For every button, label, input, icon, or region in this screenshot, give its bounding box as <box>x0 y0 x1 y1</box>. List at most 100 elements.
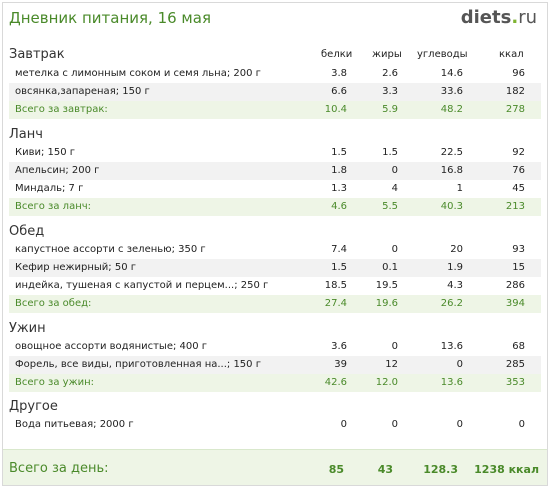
fat-value: 4 <box>391 183 398 194</box>
protein-value: 1.8 <box>331 165 347 176</box>
food-name: метелка с лимонным соком и семя льна; 20… <box>15 68 261 79</box>
protein-value: 42.6 <box>324 377 347 388</box>
column-header-kcal: ккал <box>499 49 524 60</box>
total-label: Всего за ужин: <box>15 377 95 388</box>
kcal-value: 93 <box>512 244 525 255</box>
carbs-value: 0 <box>456 359 463 370</box>
food-name: Форель, все виды, приготовленная на...; … <box>15 359 261 370</box>
food-row: Киви; 150 г 1.5 1.5 22.5 92 <box>9 144 541 162</box>
food-row: метелка с лимонным соком и семя льна; 20… <box>9 65 541 83</box>
fat-value: 0 <box>391 244 398 255</box>
day-carbs-value: 128.3 <box>423 463 458 476</box>
protein-value: 4.6 <box>331 201 347 212</box>
fat-value: 3.3 <box>382 86 398 97</box>
kcal-value: 286 <box>505 280 525 291</box>
section-title-breakfast: Завтрак <box>9 47 65 62</box>
total-label: Всего за завтрак: <box>15 104 108 115</box>
protein-value: 6.6 <box>331 86 347 97</box>
fat-value: 1.5 <box>382 147 398 158</box>
total-label: Всего за ланч: <box>15 201 92 212</box>
carbs-value: 1 <box>456 183 463 194</box>
kcal-value: 182 <box>505 86 525 97</box>
food-name: Апельсин; 200 г <box>15 165 100 176</box>
food-name: Миндаль; 7 г <box>15 183 84 194</box>
kcal-value: 45 <box>512 183 525 194</box>
food-row: Форель, все виды, приготовленная на...; … <box>9 356 541 374</box>
carbs-value: 0 <box>456 419 463 430</box>
food-row: Кефир нежирный; 50 г 1.5 0.1 1.9 15 <box>9 259 541 277</box>
food-row: капустное ассорти с зеленью; 350 г 7.4 0… <box>9 241 541 259</box>
kcal-value: 213 <box>505 201 525 212</box>
kcal-value: 68 <box>512 341 525 352</box>
logo-main: diets <box>460 7 512 28</box>
carbs-value: 16.8 <box>440 165 463 176</box>
fat-value: 19.6 <box>375 298 398 309</box>
kcal-value: 285 <box>505 359 525 370</box>
protein-value: 10.4 <box>324 104 347 115</box>
column-header-fat: жиры <box>372 49 402 60</box>
day-total-label: Всего за день: <box>9 461 109 476</box>
carbs-value: 40.3 <box>440 201 463 212</box>
page-title: Дневник питания, 16 мая <box>9 9 211 27</box>
logo-dot: . <box>511 7 519 28</box>
carbs-value: 48.2 <box>440 104 463 115</box>
fat-value: 5.9 <box>382 104 398 115</box>
fat-value: 0 <box>391 341 398 352</box>
protein-value: 1.5 <box>331 262 347 273</box>
column-header-protein: белки <box>321 49 353 60</box>
day-total-bar: Всего за день: 85 43 128.3 1238 ккал <box>3 449 547 485</box>
protein-value: 1.5 <box>331 147 347 158</box>
section-title-dinner: Обед <box>9 224 45 239</box>
protein-value: 3.8 <box>331 68 347 79</box>
food-name: индейка, тушеная с капустой и перцем...;… <box>15 280 269 291</box>
protein-value: 18.5 <box>324 280 347 291</box>
food-name: Киви; 150 г <box>15 147 76 158</box>
supper-total-row: Всего за ужин: 42.6 12.0 13.6 353 <box>9 374 541 392</box>
food-row: Миндаль; 7 г 1.3 4 1 45 <box>9 180 541 198</box>
food-name: Вода питьевая; 2000 г <box>15 419 134 430</box>
carbs-value: 22.5 <box>440 147 463 158</box>
total-label: Всего за обед: <box>15 298 92 309</box>
kcal-value: 278 <box>505 104 525 115</box>
protein-value: 0 <box>340 419 347 430</box>
fat-value: 0.1 <box>382 262 398 273</box>
logo-tld: ru <box>518 7 537 28</box>
kcal-value: 394 <box>505 298 525 309</box>
column-header-carbs: углеводы <box>417 49 468 60</box>
fat-value: 12 <box>385 359 398 370</box>
section-title-lunch: Ланч <box>9 127 43 142</box>
day-kcal-value: 1238 ккал <box>474 463 539 476</box>
section-title-other: Другое <box>9 399 58 414</box>
food-row: овсянка,запареная; 150 г 6.6 3.3 33.6 18… <box>9 83 541 101</box>
food-name: овощное ассорти водянистые; 400 г <box>15 341 208 352</box>
day-fat-value: 43 <box>377 463 393 476</box>
protein-value: 1.3 <box>331 183 347 194</box>
dinner-total-row: Всего за обед: 27.4 19.6 26.2 394 <box>9 295 541 313</box>
protein-value: 7.4 <box>331 244 347 255</box>
kcal-value: 353 <box>505 377 525 388</box>
carbs-value: 20 <box>450 244 463 255</box>
food-row: индейка, тушеная с капустой и перцем...;… <box>9 277 541 295</box>
fat-value: 0 <box>391 419 398 430</box>
carbs-value: 33.6 <box>440 86 463 97</box>
kcal-value: 15 <box>512 262 525 273</box>
section-title-supper: Ужин <box>9 321 46 336</box>
carbs-value: 26.2 <box>440 298 463 309</box>
kcal-value: 96 <box>512 68 525 79</box>
food-row: Вода питьевая; 2000 г 0 0 0 0 <box>9 416 541 434</box>
food-row: овощное ассорти водянистые; 400 г 3.6 0 … <box>9 338 541 356</box>
food-name: капустное ассорти с зеленью; 350 г <box>15 244 206 255</box>
food-name: Кефир нежирный; 50 г <box>15 262 137 273</box>
breakfast-total-row: Всего за завтрак: 10.4 5.9 48.2 278 <box>9 101 541 119</box>
food-row: Апельсин; 200 г 1.8 0 16.8 76 <box>9 162 541 180</box>
fat-value: 12.0 <box>375 377 398 388</box>
fat-value: 2.6 <box>382 68 398 79</box>
carbs-value: 14.6 <box>440 68 463 79</box>
kcal-value: 92 <box>512 147 525 158</box>
protein-value: 27.4 <box>324 298 347 309</box>
carbs-value: 13.6 <box>440 341 463 352</box>
protein-value: 3.6 <box>331 341 347 352</box>
site-logo[interactable]: diets.ru <box>461 7 537 28</box>
food-name: овсянка,запареная; 150 г <box>15 86 150 97</box>
